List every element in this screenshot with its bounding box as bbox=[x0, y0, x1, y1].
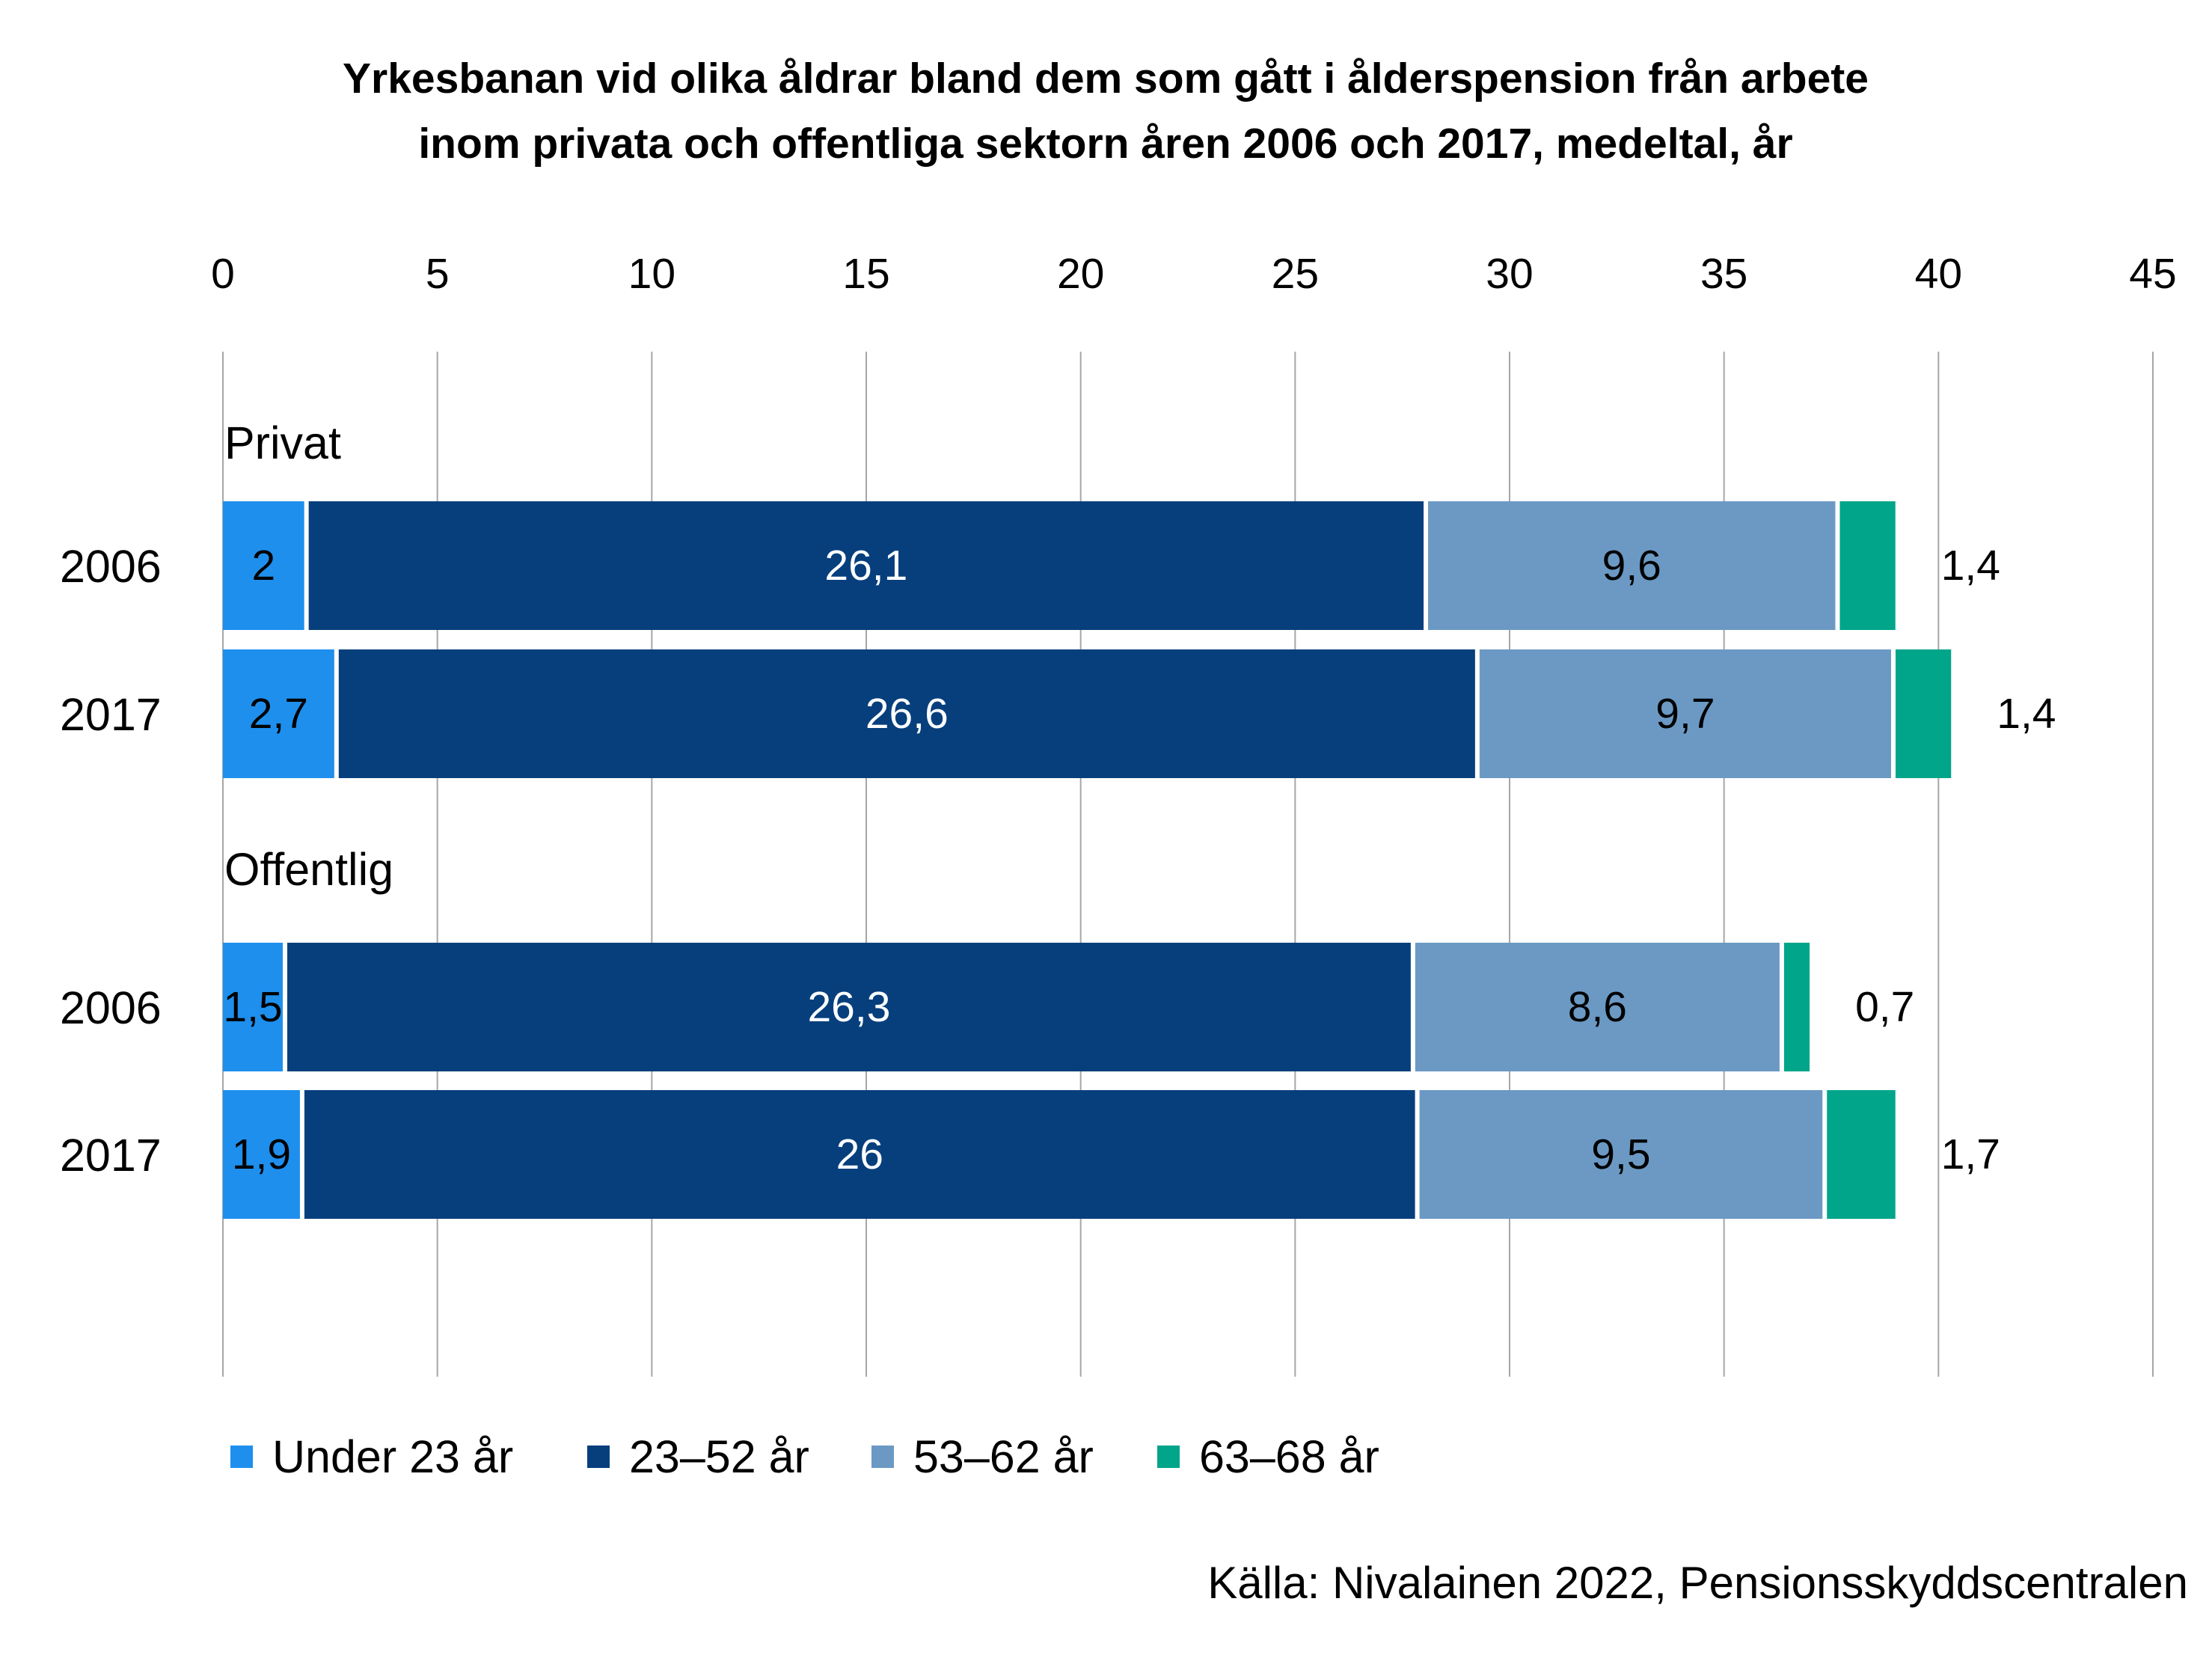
legend-label: 53–62 år bbox=[913, 1431, 1094, 1482]
x-tick-label: 10 bbox=[628, 250, 675, 298]
data-label: 26,3 bbox=[807, 983, 890, 1031]
bar-segment bbox=[1896, 649, 1952, 778]
bar-segment bbox=[223, 501, 304, 630]
x-tick-label: 15 bbox=[842, 250, 889, 298]
x-tick-label: 20 bbox=[1057, 250, 1104, 298]
data-label: 1,9 bbox=[232, 1131, 291, 1178]
bar-segment bbox=[223, 1090, 300, 1219]
category-label: 2006 bbox=[60, 982, 162, 1033]
data-label: 26,1 bbox=[824, 542, 907, 590]
legend-label: 23–52 år bbox=[629, 1431, 809, 1482]
x-tick-label: 30 bbox=[1486, 250, 1533, 298]
legend: Under 23 år 23–52 år 53–62 år 63–68 år bbox=[230, 1431, 1379, 1482]
bar-segment bbox=[308, 501, 1424, 630]
data-label: 26,6 bbox=[866, 690, 949, 738]
legend-swatch bbox=[871, 1446, 894, 1468]
category-label: 2006 bbox=[60, 541, 162, 592]
category-label: 2017 bbox=[60, 1130, 162, 1181]
category-labels: Privat 2006 2017 Offentlig 2006 2017 bbox=[60, 417, 393, 1181]
data-label: 9,7 bbox=[1655, 690, 1715, 738]
bar-segment bbox=[287, 943, 1411, 1071]
bar-segment bbox=[1839, 501, 1896, 630]
data-label: 8,6 bbox=[1568, 983, 1627, 1031]
bar-segment bbox=[223, 943, 283, 1071]
category-label: 2017 bbox=[60, 689, 162, 740]
group-label: Offentlig bbox=[224, 844, 393, 895]
data-label: 2,7 bbox=[249, 690, 308, 738]
bar-segment bbox=[1415, 943, 1780, 1071]
group-label: Privat bbox=[224, 417, 341, 468]
chart-title-line-1: Yrkesbanan vid olika åldrar bland dem so… bbox=[343, 55, 1869, 103]
legend-label: 63–68 år bbox=[1199, 1431, 1379, 1482]
data-label: 1,5 bbox=[223, 983, 282, 1031]
legend-swatch bbox=[1157, 1446, 1180, 1468]
x-tick-label: 45 bbox=[2129, 250, 2176, 298]
bar-segment bbox=[1479, 649, 1891, 778]
source-note: Källa: Nivalainen 2022, Pensionsskyddsce… bbox=[1207, 1558, 2188, 1608]
legend-swatch bbox=[587, 1446, 610, 1468]
bar-segment bbox=[223, 649, 334, 778]
data-label: 9,6 bbox=[1602, 542, 1661, 590]
x-axis-ticks: 0 5 10 15 20 25 30 35 40 45 bbox=[211, 250, 2177, 298]
chart-title-line-2: inom privata och offentliga sektorn åren… bbox=[418, 120, 1792, 168]
x-tick-label: 0 bbox=[211, 250, 235, 298]
bar-segment bbox=[304, 1090, 1415, 1219]
data-label: 1,4 bbox=[1997, 690, 2056, 738]
x-tick-label: 25 bbox=[1272, 250, 1319, 298]
x-tick-label: 5 bbox=[426, 250, 450, 298]
bar-segment bbox=[1419, 1090, 1823, 1219]
bars: 2 26,1 9,6 1,4 2,7 26,6 9,7 1,4 1,5 26,3 8,6 0,7 1,9… bbox=[223, 501, 2056, 1219]
bar-segment bbox=[1827, 1090, 1896, 1219]
data-label: 9,5 bbox=[1591, 1131, 1650, 1178]
x-tick-label: 35 bbox=[1700, 250, 1747, 298]
data-label: 1,7 bbox=[1941, 1131, 2000, 1178]
data-label: 26 bbox=[836, 1131, 883, 1178]
bar-segment bbox=[338, 649, 1475, 778]
data-label: 1,4 bbox=[1941, 542, 2000, 590]
x-tick-label: 40 bbox=[1915, 250, 1962, 298]
bar-segment bbox=[1428, 501, 1836, 630]
legend-label: Under 23 år bbox=[272, 1431, 513, 1482]
legend-swatch bbox=[230, 1446, 253, 1468]
data-label: 0,7 bbox=[1855, 983, 1914, 1031]
chart-title: Yrkesbanan vid olika åldrar bland dem so… bbox=[343, 55, 1869, 168]
data-label: 2 bbox=[251, 542, 275, 590]
bar-segment bbox=[1783, 943, 1810, 1071]
